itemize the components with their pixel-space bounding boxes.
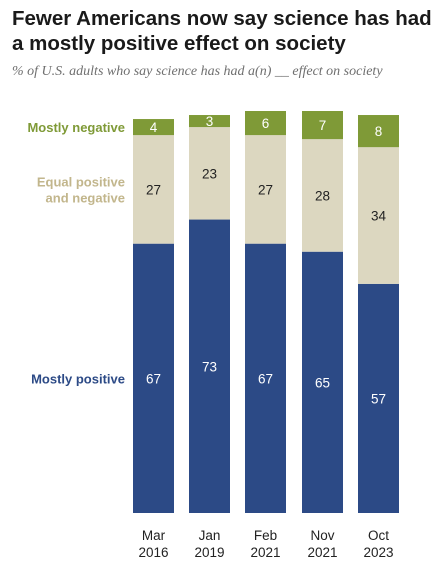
data-label-equal-positive-and-negative-4: 28 <box>315 188 330 203</box>
data-label-mostly-negative-1: 4 <box>150 120 158 135</box>
bar-mostly-positive-2 <box>189 219 230 514</box>
x-tick-label-4-line-2: 2021 <box>307 545 337 560</box>
bar-mostly-positive-1 <box>133 243 174 513</box>
data-label-mostly-negative-5: 8 <box>375 124 383 139</box>
bar-mostly-negative-2 <box>189 115 230 128</box>
series-label-mostly-positive: Mostly positive <box>31 371 125 386</box>
x-tick-label-3-line-2: 2021 <box>250 545 280 560</box>
x-tick-label-2-line-2: 2019 <box>194 545 224 560</box>
chart-subtitle: % of U.S. adults who say science has had… <box>12 64 383 79</box>
bar-mostly-positive-5 <box>358 283 399 513</box>
x-tick-label-3-line-1: Feb <box>254 528 277 543</box>
bar-equal-positive-and-negative-4 <box>302 139 343 252</box>
series-label-equal-positive-and-negative-line-2: and negative <box>46 190 125 205</box>
data-label-mostly-positive-2: 73 <box>202 359 217 374</box>
data-label-mostly-negative-4: 7 <box>319 118 327 133</box>
x-tick-label-2-line-1: Jan <box>199 528 221 543</box>
bar-mostly-positive-4 <box>302 251 343 513</box>
x-tick-label-1-line-1: Mar <box>142 528 166 543</box>
data-label-equal-positive-and-negative-1: 27 <box>146 182 161 197</box>
x-tick-label-1-line-2: 2016 <box>138 545 168 560</box>
data-label-mostly-positive-4: 65 <box>315 375 330 390</box>
data-label-mostly-negative-2: 3 <box>206 114 214 129</box>
x-tick-label-5-line-2: 2023 <box>363 545 393 560</box>
data-label-equal-positive-and-negative-2: 23 <box>202 166 217 181</box>
data-label-mostly-positive-5: 57 <box>371 391 386 406</box>
x-tick-label-5-line-1: Oct <box>368 528 389 543</box>
data-label-mostly-negative-3: 6 <box>262 116 270 131</box>
bar-mostly-negative-1 <box>133 119 174 136</box>
bar-mostly-positive-3 <box>245 243 286 513</box>
bar-equal-positive-and-negative-3 <box>245 135 286 244</box>
bar-mostly-negative-4 <box>302 111 343 140</box>
x-tick-label-4-line-1: Nov <box>310 528 334 543</box>
bar-mostly-negative-5 <box>358 115 399 148</box>
bar-equal-positive-and-negative-5 <box>358 147 399 284</box>
series-label-mostly-negative: Mostly negative <box>27 120 125 135</box>
chart-title: Fewer Americans now say science has had … <box>12 7 432 55</box>
bar-mostly-negative-3 <box>245 111 286 136</box>
data-label-mostly-positive-1: 67 <box>146 371 161 386</box>
bar-equal-positive-and-negative-1 <box>133 135 174 244</box>
data-label-equal-positive-and-negative-5: 34 <box>371 209 387 224</box>
data-label-mostly-positive-3: 67 <box>258 371 273 386</box>
bar-equal-positive-and-negative-2 <box>189 127 230 220</box>
series-label-equal-positive-and-negative-line-1: Equal positive <box>37 174 125 189</box>
data-label-equal-positive-and-negative-3: 27 <box>258 182 273 197</box>
